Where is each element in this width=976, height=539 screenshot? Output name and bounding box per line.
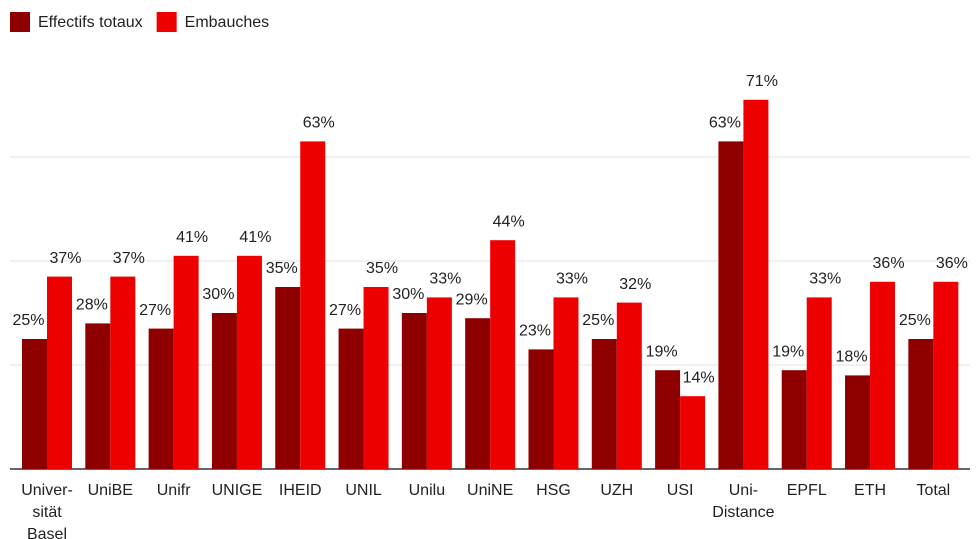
bar: [22, 339, 48, 469]
data-label: 28%: [76, 297, 108, 314]
data-label: 18%: [836, 349, 868, 366]
data-label: 41%: [176, 229, 208, 246]
bar: [173, 255, 199, 469]
data-label: 35%: [366, 260, 398, 277]
data-label: 36%: [873, 255, 905, 272]
data-label: 19%: [646, 343, 678, 360]
bar: [528, 349, 554, 469]
x-tick-label: Total: [916, 482, 950, 499]
bar: [465, 318, 491, 469]
data-label: 63%: [709, 115, 741, 132]
bar: [275, 287, 301, 469]
legend-label: Effectifs totaux: [38, 14, 143, 31]
x-tick-label: UniNE: [467, 482, 513, 499]
data-label: 33%: [429, 271, 461, 288]
bar: [743, 99, 769, 470]
x-tick-label: UNIGE: [212, 482, 263, 499]
x-tick-label: HSG: [536, 482, 571, 499]
bar: [236, 255, 262, 469]
bar: [553, 297, 579, 469]
x-tick-label: USI: [667, 482, 694, 499]
x-tick-label: EPFL: [787, 482, 827, 499]
data-label: 33%: [809, 271, 841, 288]
data-label: 35%: [266, 260, 298, 277]
bar: [300, 141, 326, 469]
bar: [426, 297, 452, 469]
legend-swatch: [10, 12, 30, 32]
x-tick-label: UNIL: [345, 482, 382, 499]
x-tick-label: Uni-Distance: [712, 482, 774, 521]
bar: [148, 328, 174, 469]
bar: [338, 328, 364, 469]
bar: [908, 339, 934, 469]
data-label: 33%: [556, 271, 588, 288]
bar: [806, 297, 832, 469]
bar: [781, 370, 807, 469]
bar: [110, 276, 136, 469]
x-tick-label: UniBE: [88, 482, 133, 499]
bar: [47, 276, 73, 469]
data-label: 14%: [683, 369, 715, 386]
bar: [591, 339, 617, 469]
x-tick-label: Unilu: [409, 482, 445, 499]
data-label: 44%: [493, 213, 525, 230]
bar: [870, 281, 896, 469]
data-label: 71%: [746, 73, 778, 90]
bar: [933, 281, 959, 469]
bar: [845, 375, 871, 469]
data-label: 37%: [49, 250, 81, 267]
bar: [85, 323, 111, 469]
bar: [680, 396, 706, 469]
data-label: 25%: [899, 312, 931, 329]
bar: [718, 141, 744, 469]
bar: [655, 370, 681, 469]
data-label: 37%: [113, 250, 145, 267]
x-tick-label: Univer-sität Basel: [21, 482, 73, 539]
data-label: 29%: [456, 291, 488, 308]
x-tick-label: ETH: [854, 482, 886, 499]
data-label: 36%: [936, 255, 968, 272]
x-tick-label: UZH: [600, 482, 633, 499]
data-label: 30%: [202, 286, 234, 303]
x-tick-label: IHEID: [279, 482, 322, 499]
data-label: 41%: [239, 229, 271, 246]
data-label: 25%: [582, 312, 614, 329]
bar: [211, 313, 237, 469]
data-label: 27%: [139, 302, 171, 319]
bar: [490, 240, 516, 469]
bar: [363, 287, 389, 469]
legend-label: Embauches: [185, 14, 270, 31]
data-label: 63%: [303, 115, 335, 132]
data-label: 30%: [392, 286, 424, 303]
data-label: 19%: [772, 343, 804, 360]
bar: [616, 302, 642, 469]
data-label: 25%: [12, 312, 44, 329]
legend-swatch: [156, 12, 177, 32]
data-label: 32%: [619, 276, 651, 293]
bar: [401, 313, 427, 469]
data-label: 23%: [519, 323, 551, 340]
data-label: 27%: [329, 302, 361, 319]
x-tick-label: Unifr: [157, 482, 191, 499]
